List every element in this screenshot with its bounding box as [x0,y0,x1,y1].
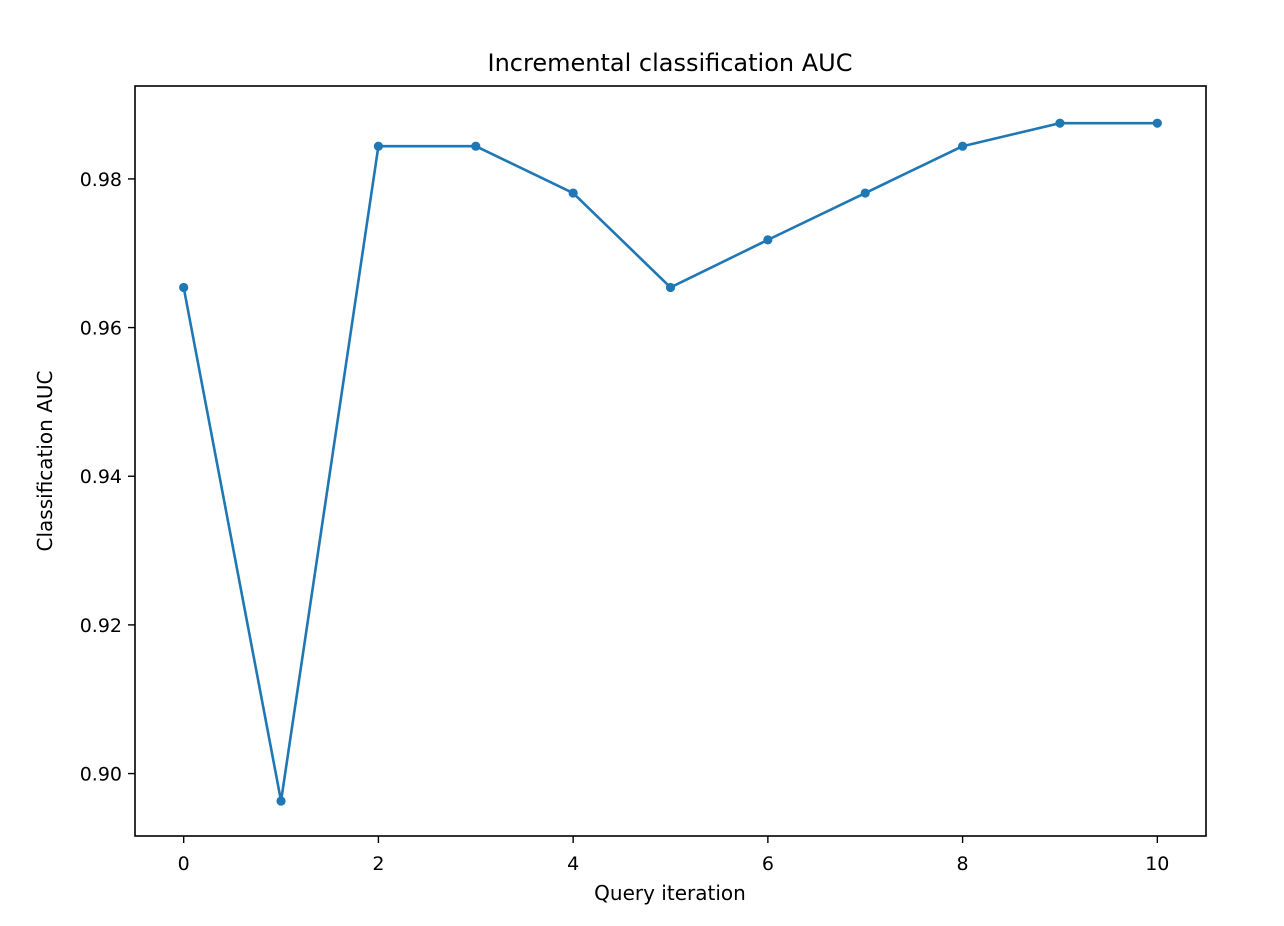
x-tick-label: 0 [178,853,190,875]
y-axis: 0.90 0.92 0.94 0.96 0.98 [80,169,135,786]
x-tick-label: 8 [957,853,969,875]
data-point [179,282,189,293]
x-axis: 0 2 4 6 8 10 [178,836,1169,875]
y-tick-label: 0.98 [80,169,122,191]
data-point [373,141,384,151]
data-point [957,141,968,151]
data-point [1152,118,1162,128]
data-point [1055,118,1065,128]
axes-frame [134,85,1207,837]
data-point [860,188,870,198]
y-tick-label: 0.94 [80,466,122,488]
data-point [471,141,481,151]
plot-area [179,118,1162,806]
x-tick-label: 2 [372,853,384,875]
data-point [763,235,773,245]
y-tick-label: 0.90 [80,764,122,786]
x-tick-label: 10 [1145,853,1169,875]
x-tick-label: 6 [762,853,774,875]
data-point [276,796,286,806]
x-tick-label: 4 [567,853,579,875]
chart-title: Incremental classification AUC [488,49,853,77]
y-axis-label: Classification AUC [33,371,57,552]
data-point [568,188,578,198]
y-tick-label: 0.92 [80,615,122,637]
x-axis-label: Query iteration [594,881,746,905]
y-tick-label: 0.96 [80,318,122,340]
data-point [665,282,676,293]
